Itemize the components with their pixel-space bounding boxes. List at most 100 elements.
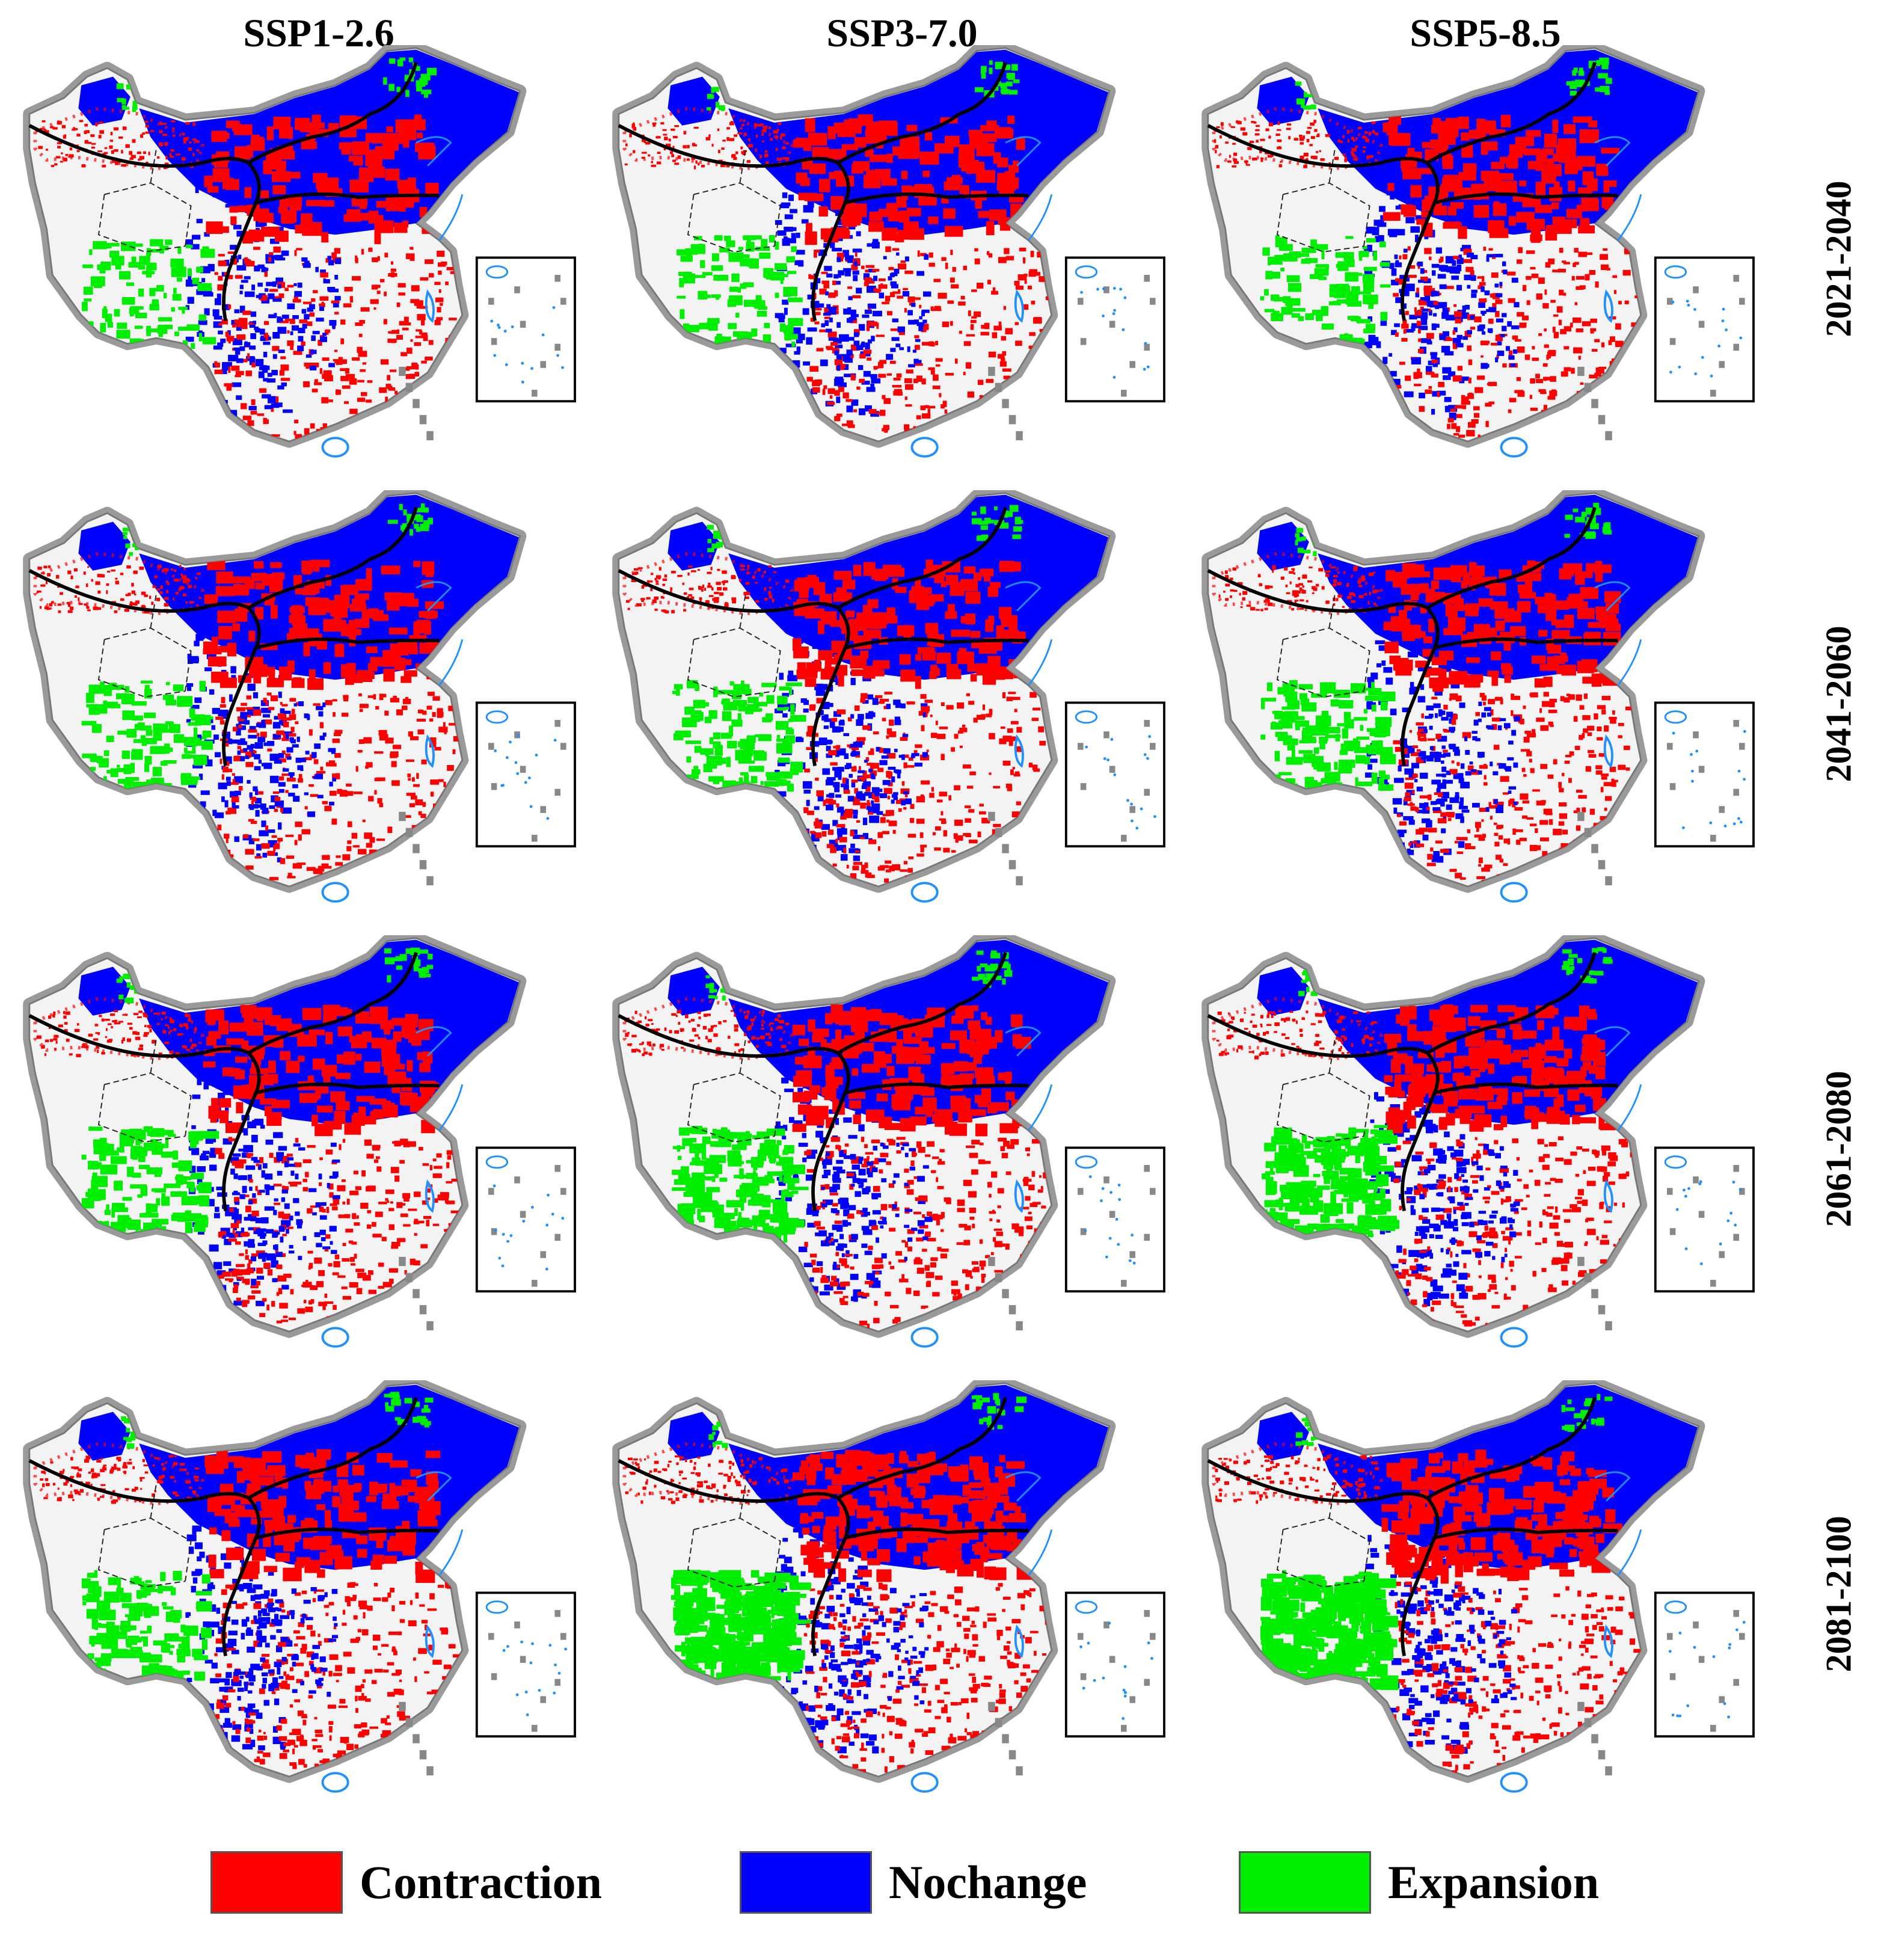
contraction-patches-south-patch	[1491, 272, 1499, 278]
island-marker	[1584, 382, 1592, 392]
nochange-patches-central-patch	[1391, 268, 1397, 276]
contraction-patches-north-patch	[270, 605, 278, 619]
contraction-patches-west-dots-patch	[99, 130, 105, 134]
nochange-patches-central-patch	[212, 809, 217, 816]
contraction-patches-south-patch	[221, 774, 224, 780]
contraction-patches-west	[622, 106, 794, 171]
contraction-patches-west-dots-patch	[1230, 126, 1235, 128]
contraction-patches-west-dots-patch	[84, 603, 87, 606]
nochange-patches-central-patch	[868, 712, 876, 717]
contraction-patches-south-patch	[396, 302, 400, 307]
expansion-patches-plateau-patch	[735, 749, 752, 761]
expansion-patches-plateau-patch	[131, 256, 137, 267]
contraction-patches-west-dots-patch	[674, 162, 680, 165]
island-marker	[413, 399, 420, 408]
contraction-patches-west-dots-patch	[682, 582, 685, 585]
contraction-patches-north-patch	[1601, 196, 1614, 208]
contraction-patches-north-patch	[1606, 180, 1617, 187]
contraction-patches-south-patch	[292, 863, 302, 869]
contraction-patches-south-patch	[1462, 405, 1467, 410]
contraction-patches-west-dots-patch	[655, 583, 659, 585]
contraction-patches-west-dots-patch	[655, 580, 659, 583]
contraction-patches-south-patch	[922, 324, 929, 330]
island-marker	[1605, 431, 1612, 441]
contraction-patches-south-patch	[409, 803, 416, 808]
contraction-patches-south-patch	[278, 776, 284, 781]
expansion-patches-plateau-patch	[723, 703, 738, 711]
contraction-patches-south-patch	[1563, 292, 1567, 296]
contraction-patches-north-patch	[286, 171, 301, 179]
contraction-patches-south-patch	[1012, 400, 1019, 403]
contraction-patches-south-patch	[1015, 746, 1023, 752]
contraction-patches-south-patch	[432, 422, 440, 426]
nochange-patches-central-patch	[871, 336, 875, 342]
nochange-patches-south-patch	[304, 713, 309, 719]
contraction-patches-south-patch	[253, 838, 260, 841]
expansion-patches-plateau-patch	[727, 740, 737, 749]
nochange-patches-central-patch	[833, 281, 841, 285]
nochange-patches-south-patch	[268, 293, 275, 300]
nochange-patches-central-patch	[806, 337, 812, 345]
contraction-patches-south-patch	[1477, 276, 1485, 279]
contraction-patches-north-patch	[368, 166, 379, 176]
nochange-patches-central-patch	[1415, 215, 1425, 221]
contraction-patches-south-patch	[978, 876, 987, 883]
contraction-patches-north-patch	[929, 671, 937, 680]
contraction-patches-south-patch	[366, 762, 373, 768]
expansion-patches-northeast-patch	[1572, 70, 1577, 76]
contraction-patches-south-patch	[338, 357, 343, 363]
contraction-patches-north-patch	[349, 179, 369, 192]
contraction-patches-south-patch	[1619, 410, 1626, 413]
contraction-patches-west-dots-patch	[185, 601, 188, 604]
expansion-patches-northwest-patch	[711, 543, 717, 549]
contraction-patches-south-patch	[1634, 389, 1637, 394]
contraction-patches-south-patch	[369, 849, 377, 855]
nochange-patches-central-patch	[213, 852, 224, 860]
nochange-patches-south-patch	[297, 282, 302, 288]
nochange-patches-south-patch	[322, 702, 326, 707]
contraction-patches-south-patch	[1488, 318, 1494, 324]
contraction-patches-south-patch	[274, 808, 278, 813]
nochange-patches-central-patch	[192, 833, 202, 840]
contraction-patches-north-patch	[339, 129, 357, 138]
contraction-patches-south-patch	[388, 432, 391, 435]
expansion-patches-northeast-patch	[420, 73, 431, 81]
nochange-patches-south-patch	[838, 776, 842, 780]
contraction-patches-south-patch	[390, 698, 400, 702]
contraction-patches-south-patch	[322, 303, 325, 307]
nochange-patches-central-patch	[230, 666, 236, 674]
contraction-patches-west-dots-patch	[720, 164, 725, 167]
contraction-patches-south-patch	[437, 250, 445, 257]
nochange-patches-central-patch	[826, 777, 836, 781]
expansion-patches-plateau-patch	[1316, 315, 1323, 321]
nochange-patches-central-patch	[1420, 318, 1428, 325]
nochange-patches-south-patch	[836, 257, 841, 262]
nochange-patches-central-patch	[213, 316, 222, 320]
contraction-patches-south-patch	[1540, 392, 1547, 395]
contraction-patches-south-patch	[818, 423, 823, 429]
contraction-patches-south-patch	[921, 725, 925, 731]
nochange-patches-central-patch	[206, 410, 215, 414]
expansion-patches-plateau-patch	[125, 776, 140, 781]
contraction-patches-north-patch	[388, 627, 408, 634]
contraction-patches-north-patch	[289, 628, 305, 639]
nochange-patches-central-patch	[867, 694, 874, 700]
nochange-patches-central-patch	[1418, 325, 1428, 330]
nochange-patches-central-patch	[1446, 266, 1453, 272]
expansion-patches-plateau-patch	[784, 707, 790, 710]
contraction-patches-south-patch	[316, 770, 326, 774]
contraction-patches-south-patch	[823, 385, 827, 389]
inset-island-marker	[1719, 361, 1725, 368]
contraction-patches-south-patch	[390, 268, 396, 272]
nochange-patches-south-patch	[891, 799, 895, 804]
contraction-patches-north-patch	[809, 163, 826, 174]
nochange-patches-central-patch	[818, 198, 825, 205]
contraction-patches-south-patch	[1562, 260, 1567, 263]
contraction-patches-south-patch	[834, 359, 843, 366]
expansion-patches-northeast-patch	[1600, 85, 1610, 93]
column-title-ssp1: SSP1-2.6	[243, 11, 394, 55]
contraction-patches-west-dots-patch	[683, 592, 687, 595]
expansion-patches-plateau-patch	[140, 735, 146, 743]
expansion-patches-northeast-patch	[981, 73, 986, 79]
inset-reef	[524, 781, 527, 784]
